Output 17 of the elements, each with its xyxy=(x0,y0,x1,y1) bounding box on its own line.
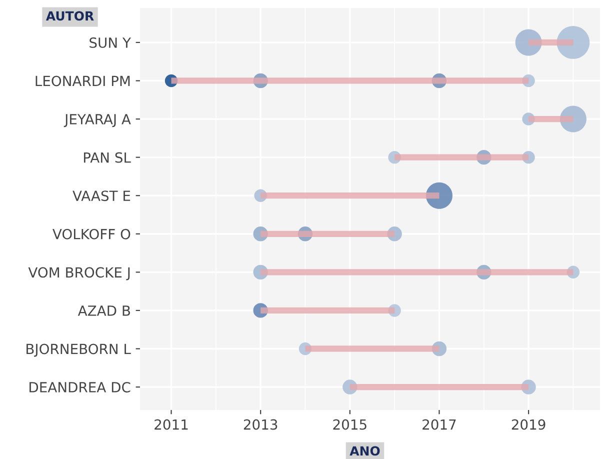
y-tick-label: PAN SL xyxy=(84,152,131,163)
y-axis-title: AUTOR xyxy=(46,11,94,21)
y-tick-label: VAAST E xyxy=(72,190,130,202)
x-tick-label: 2015 xyxy=(333,419,366,430)
y-tick-label: JEYARAJ A xyxy=(64,114,131,128)
y-tick-label: DEANDREA DC xyxy=(30,382,130,393)
y-tick-label: LEONARDI PM xyxy=(36,76,130,86)
y-tick-label: BJORNEBORN L xyxy=(26,344,131,357)
x-tick-label: 2013 xyxy=(244,419,278,430)
y-tick-label: VOLKOFF O xyxy=(52,228,130,240)
y-tick-label: VOM BROCKE J xyxy=(28,267,130,280)
y-tick-label: SUN Y xyxy=(90,37,131,48)
x-tick-label: 2017 xyxy=(422,419,456,430)
x-axis-title: ANO xyxy=(350,446,380,456)
x-tick-label: 2019 xyxy=(512,419,546,430)
x-tick-label: 2011 xyxy=(154,419,188,430)
y-tick-label: AZAD B xyxy=(78,306,130,316)
